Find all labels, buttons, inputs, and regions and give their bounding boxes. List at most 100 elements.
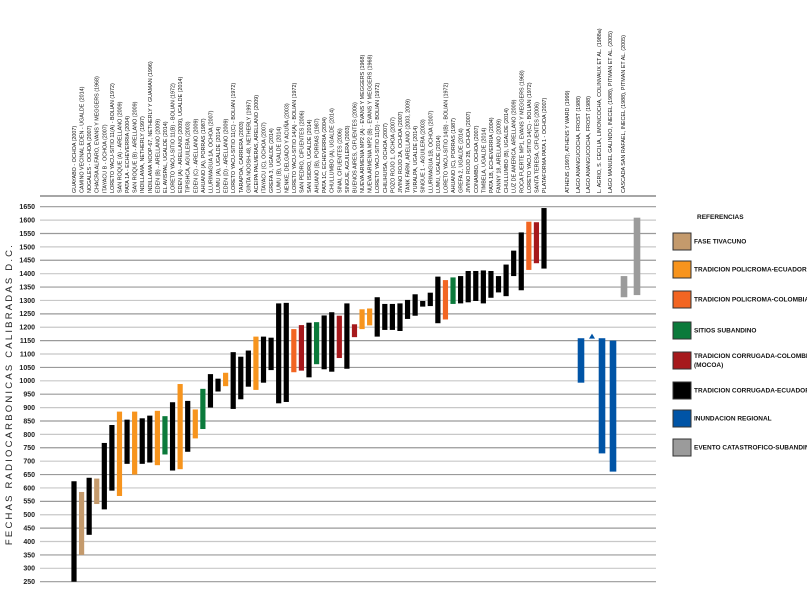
range-bar [344, 303, 350, 369]
site-label: LORETO YACU-SITIO 11(C) - BOLIAN (1972) [231, 83, 237, 193]
range-bar [71, 481, 77, 582]
range-bar [139, 418, 145, 464]
site-label: CHULLUMBO (B), UGALDE (2014) [504, 108, 510, 193]
range-bar [291, 329, 297, 373]
range-bar [192, 409, 198, 439]
y-axis-ticks: 250 300 350 400 450 500 550 600 650 700 750 800 850 9… [19, 204, 35, 586]
site-label: GINTA NOOSH-48, NETHERLY (1997) [246, 100, 252, 193]
range-bar [533, 222, 540, 264]
site-label: CHILIHUISA, OCHOA (2007) [383, 123, 389, 193]
range-bar [351, 324, 358, 338]
site-label: LUMU (A), UGALDE (2014) [216, 127, 222, 193]
site-label: FANNY 18, ARELLANO (2009) [497, 119, 503, 193]
site-label: LORETO YACU-SITIO 14(A) - BOLIAN (1972) [292, 83, 298, 193]
range-bar [511, 250, 517, 277]
y-tick-label: 1250 [19, 311, 35, 318]
range-bar [162, 416, 168, 455]
site-label: POZO ROJO 1, OCHOA (2007) [390, 117, 396, 193]
range-bar [465, 270, 471, 303]
site-label: YURALPA, UGALDE (2014) [413, 126, 419, 193]
range-bar [215, 378, 221, 392]
range-bar [230, 352, 236, 409]
site-label: PLATAFORMA PATA 1 - OCHOA (2007) [542, 97, 548, 193]
event-label: LAGO ANANGUCOCHA, FROST (1988) [576, 96, 582, 193]
site-label: LUMU (B), UGALDE (2014) [277, 127, 283, 193]
y-tick-label: 1100 [20, 351, 35, 358]
site-label: LORETO YACU-SITIO 14(B) - BOLIAN (1972) [443, 83, 449, 193]
range-bar [336, 315, 342, 359]
event-bars [577, 217, 641, 472]
range-bar [359, 309, 365, 330]
y-tick-label: 850 [23, 418, 35, 425]
range-bar [200, 388, 206, 430]
site-label: PATA 1B, ECHEVERRIA (2004) [489, 117, 495, 193]
legend-swatch [672, 438, 692, 457]
site-label: NUEVA ARMENIA MP2 (A) - EVANS Y MEGGERS … [360, 54, 366, 193]
site-label: EDEN (D) - ARELLANO (2009) [224, 119, 230, 193]
site-label: LORETO YACU-SITIO 11(D) - BOLIAN (1972) [375, 83, 381, 193]
range-bar [420, 300, 426, 307]
legend-label: INUNDACION REGIONAL [694, 416, 772, 423]
range-bar [321, 315, 327, 370]
range-bar [298, 325, 305, 371]
site-label: SINGUE, AGUILERA (2003) [345, 125, 351, 193]
legend-label: SITIOS SUBANDINO [694, 328, 756, 335]
site-label: TIPISHCA, AGUILERA (2003) [186, 121, 192, 193]
range-bar [147, 415, 153, 463]
range-bar [238, 356, 244, 400]
range-bar [101, 442, 107, 510]
range-bar [526, 221, 532, 270]
y-tick-label: 700 [23, 459, 35, 466]
site-label: GREFA 2, UGALDE (2014) [459, 128, 465, 193]
site-label: EDEN (B) - ARELLANO (2009) [155, 119, 161, 193]
range-bar [306, 322, 312, 378]
range-bar [503, 264, 509, 297]
y-tick-label: 950 [23, 392, 35, 399]
legend-label: TRADICION POLICROMA-COLOMBIA [694, 297, 807, 304]
event-range-bar [598, 338, 606, 454]
site-label: SAN ROQUE (B) - ARELLANO (2009) [133, 101, 139, 193]
y-tick-label: 1050 [19, 365, 35, 372]
site-label: JIVINO ROJO 2B, OCHOA (2007) [466, 111, 472, 193]
range-bar [169, 402, 176, 471]
range-bar [207, 374, 214, 408]
site-label: CAMINO VECINAL EDEN - UGALDE (2014) [80, 86, 86, 193]
range-bar [427, 292, 433, 307]
site-label: GUAYABO - OCHOA (2007) [72, 126, 78, 193]
site-label: INDILLAMA, NETHERLY (1997) [140, 116, 146, 193]
y-tick-label: 1500 [19, 244, 35, 251]
site-labels: GUAYABO - OCHOA (2007) CAMINO VECINAL EDE… [72, 28, 627, 193]
y-tick-label: 900 [23, 405, 35, 412]
y-tick-label: 1150 [20, 338, 35, 345]
y-tick-label: 1000 [19, 378, 35, 385]
site-label: INDILLAMA NOOP-67, NETHERLY Y GUAMAN (19… [148, 61, 154, 193]
event-label: LAGO ANANGUCOCHA, FROST (1988) [586, 96, 592, 193]
y-tick-label: 1450 [19, 258, 35, 265]
y-tick-label: 350 [23, 552, 35, 559]
range-bar [389, 303, 395, 330]
legend-label: TRADICION POLICROMA-ECUADOR [694, 267, 807, 274]
range-bar [78, 491, 85, 555]
y-tick-label: 750 [23, 445, 35, 452]
range-bar [276, 303, 282, 404]
event-range-bar [609, 340, 617, 472]
y-tick-label: 250 [23, 579, 35, 586]
site-label: SAN ISIDRO, UGALDE (2014) [307, 119, 313, 193]
range-bar [132, 411, 138, 475]
site-label: SAN ROQUE (A) - ARELLANO (2009) [117, 101, 123, 193]
range-bar [94, 478, 100, 505]
legend-swatch [672, 351, 692, 370]
range-bar [404, 299, 411, 319]
site-label: LORETO YACU-SITIO 14(C) - BOLIAN (1972) [527, 82, 533, 193]
range-bar [177, 384, 183, 470]
range-bar [367, 308, 373, 326]
site-label: LLURIMAGUA 1A, OCHOA (2007) [208, 110, 214, 193]
y-tick-label: 550 [23, 499, 35, 506]
legend-swatch [672, 381, 692, 400]
y-tick-label: 650 [23, 472, 35, 479]
y-axis-title: FECHAS RADIOCARBONICAS CALIBRADAS D.C. [4, 243, 15, 545]
range-bar [268, 337, 274, 371]
site-label: AHUANO (C), PORRAS (1987) [451, 118, 457, 193]
legend-label: TRADICION CORRUGADA-COLOMBIA [694, 353, 807, 360]
site-label: EL AVISPAL, UGALDE (2014) [163, 121, 169, 193]
